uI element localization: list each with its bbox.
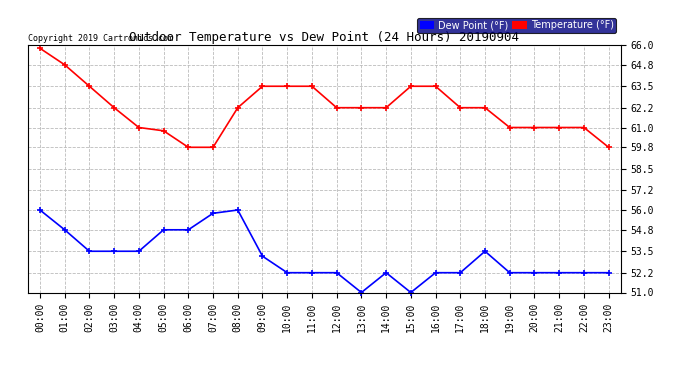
Text: Copyright 2019 Cartronics.com: Copyright 2019 Cartronics.com [28,33,172,42]
Title: Outdoor Temperature vs Dew Point (24 Hours) 20190904: Outdoor Temperature vs Dew Point (24 Hou… [129,31,520,44]
Legend: Dew Point (°F), Temperature (°F): Dew Point (°F), Temperature (°F) [417,18,616,33]
